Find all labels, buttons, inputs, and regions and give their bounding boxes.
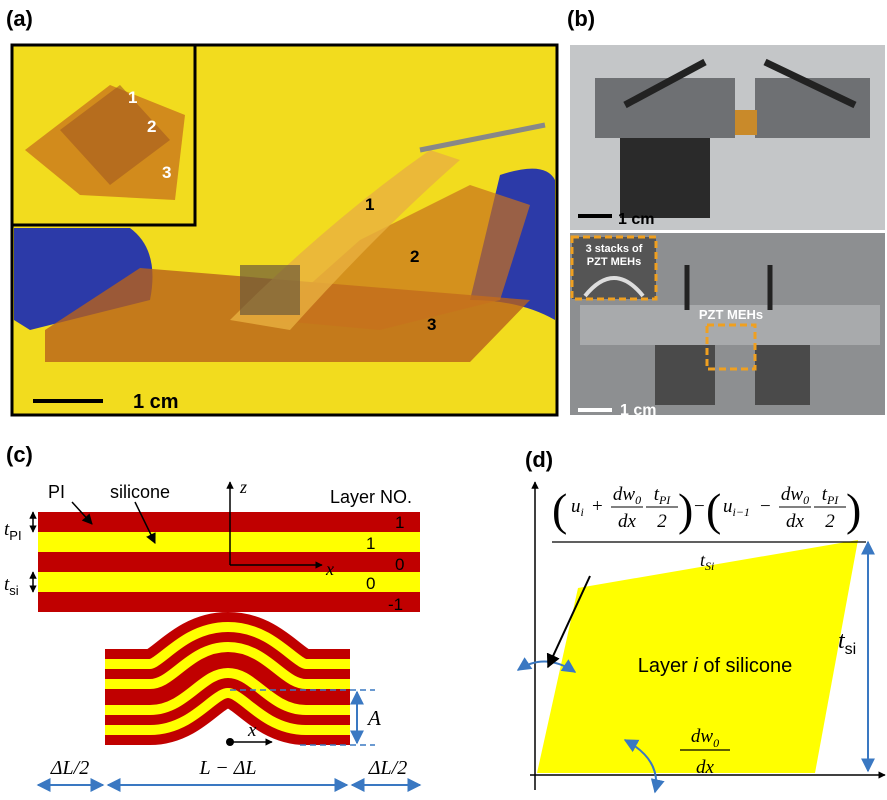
eq-sub: 0: [635, 493, 641, 507]
amplitude-label: A: [366, 706, 381, 730]
figure: (a) 1 2 3 1 cm 1 2 3 (b) 1 cm PZT MEHs 3…: [0, 0, 887, 800]
scale-label: 1 cm: [620, 402, 656, 419]
axis-label: x: [247, 720, 257, 741]
layer-text: of silicone: [698, 655, 793, 677]
slope-sub: 0: [713, 736, 719, 750]
eq-u: ui: [571, 496, 584, 519]
panel-label: (c): [6, 442, 33, 467]
layer-number: 1: [366, 534, 375, 553]
eq-frac-top: dw0: [781, 484, 809, 507]
inset-text: 3 stacks of: [586, 243, 643, 255]
layer-number: 0: [395, 555, 404, 574]
eq-frac-top: tPI: [654, 484, 672, 507]
eq-paren: ): [678, 484, 693, 535]
inset-number: 2: [147, 117, 156, 136]
thickness-label: tPI: [4, 519, 22, 543]
layer-number: 0: [366, 574, 375, 593]
layer-label: Layer i of silicone: [638, 655, 793, 677]
eq-paren: (: [552, 484, 567, 535]
eq-frac-top: tPI: [822, 484, 840, 507]
eq-sub: i: [581, 505, 584, 519]
eq-paren: (: [706, 484, 721, 535]
axis-label: x: [325, 559, 334, 579]
eq-op: −: [760, 496, 771, 517]
inset-text: PZT MEHs: [587, 256, 641, 268]
layer-number: -1: [388, 595, 403, 614]
thickness-label: tsi: [4, 574, 19, 598]
callout: PZT MEHs: [699, 307, 763, 322]
panel-label: (d): [525, 447, 553, 472]
eq-sub: 0: [803, 493, 809, 507]
eq-part: u: [571, 496, 581, 517]
film-number: 3: [427, 315, 436, 334]
pi-label: PI: [48, 482, 65, 502]
silicone-layer: [38, 532, 420, 552]
film-number: 2: [410, 247, 419, 266]
sample: [735, 110, 757, 135]
layer-header: Layer NO.: [330, 487, 412, 507]
den-sub: Si: [705, 559, 714, 573]
eq-op: +: [592, 496, 603, 517]
silicone-layer: [38, 572, 420, 592]
fixture: [620, 138, 710, 218]
length-label: ΔL/2: [50, 757, 89, 779]
fixture: [755, 345, 810, 405]
pi-layer: [38, 552, 420, 572]
eq-part: u: [723, 496, 733, 517]
pi-layer: [38, 592, 420, 612]
silicone-label: silicone: [110, 482, 170, 502]
length-label: ΔL/2: [368, 757, 407, 779]
layer-text: Layer: [638, 655, 694, 677]
thickness-sub: si: [9, 583, 19, 598]
thickness-label: tsi: [838, 628, 856, 658]
layer-number: 1: [395, 513, 404, 532]
length-label: L − ΔL: [198, 757, 256, 779]
eq-part: dw: [781, 484, 804, 505]
eq-sub: PI: [826, 493, 839, 507]
eq-paren: ): [846, 484, 861, 535]
slope-den: dx: [696, 757, 715, 778]
device: [240, 265, 300, 315]
scale-label: 1 cm: [618, 211, 654, 228]
eq-frac-bot: dx: [618, 511, 637, 532]
thickness-sub: PI: [9, 528, 21, 543]
page: {"panel_a":{"label":"(a)","inset_numbers…: [0, 0, 887, 800]
panel-label: (a): [6, 6, 33, 31]
thickness-sub: si: [845, 641, 857, 658]
eq-frac-bot: 2: [657, 511, 667, 532]
inset-number: 1: [128, 88, 137, 107]
film-number: 1: [365, 195, 374, 214]
panel-label: (b): [567, 6, 595, 31]
axis-label: z: [239, 477, 247, 497]
eq-sub: PI: [658, 493, 671, 507]
eq-part: dw: [613, 484, 636, 505]
buckled-stack: [105, 660, 350, 697]
layer-stack: [38, 512, 420, 612]
eq-sub: i−1: [733, 505, 750, 519]
eq-frac-bot: 2: [825, 511, 835, 532]
slope-dw: dw: [691, 726, 714, 747]
scale-label: 1 cm: [133, 391, 179, 413]
inset-number: 3: [162, 163, 171, 182]
denominator: tSi: [700, 550, 714, 573]
eq-frac-bot: dx: [786, 511, 805, 532]
pi-layer: [38, 512, 420, 532]
eq-op: −: [694, 496, 705, 517]
eq-u: ui−1: [723, 496, 750, 519]
eq-frac-top: dw0: [613, 484, 641, 507]
